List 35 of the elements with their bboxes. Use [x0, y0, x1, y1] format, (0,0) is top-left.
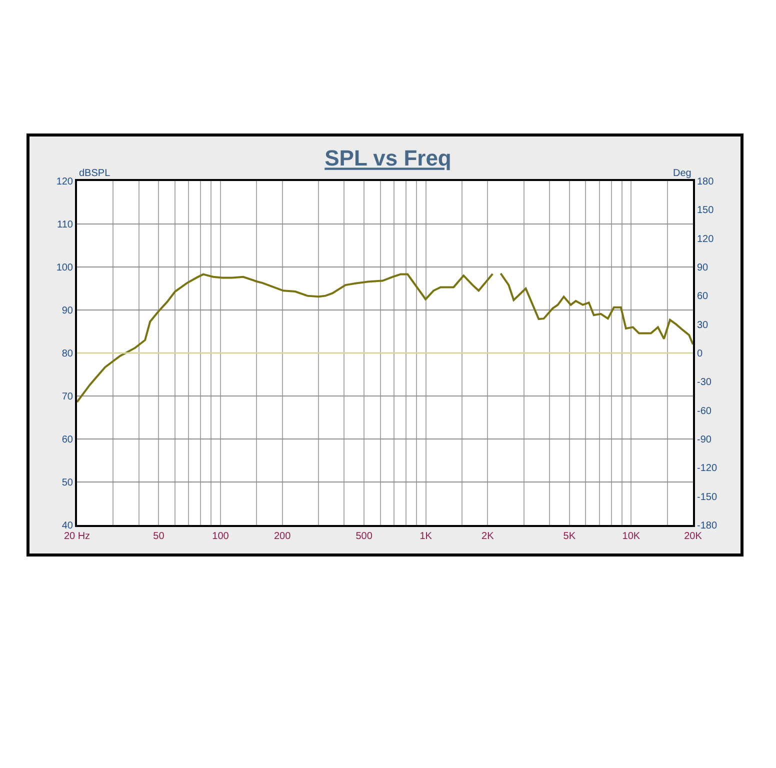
x-tick-label: 2K — [482, 531, 494, 542]
y-tick-label: 100 — [56, 262, 74, 274]
y2-tick-label: -120 — [697, 463, 718, 474]
y-tick-label: 60 — [62, 434, 74, 446]
y2-tick-label: 0 — [697, 348, 703, 360]
y-tick-label: 110 — [57, 220, 74, 230]
y-tick-label: 50 — [62, 478, 74, 488]
y2-tick-label: 180 — [697, 176, 714, 188]
y2-tick-label: 30 — [697, 320, 709, 331]
x-tick-label: 20 Hz — [64, 531, 90, 542]
y-tick-label: 70 — [62, 392, 74, 402]
y2-tick-label: -150 — [697, 492, 718, 503]
y2-tick-label: -180 — [697, 520, 718, 532]
x-tick-label: 50 — [153, 531, 165, 542]
y2-tick-label: -90 — [697, 434, 712, 446]
y-tick-label: 80 — [62, 348, 74, 360]
y2-tick-label: -30 — [697, 377, 712, 388]
x-tick-label: 20K — [684, 531, 702, 542]
y-tick-label: 90 — [62, 306, 74, 316]
y2-tick-label: 120 — [697, 234, 714, 245]
y2-axis-title: Deg — [673, 168, 692, 179]
y-tick-label: 40 — [62, 520, 74, 532]
x-tick-label: 500 — [356, 531, 373, 542]
x-tick-label: 200 — [274, 531, 292, 542]
chart-title: SPL vs Freq — [324, 146, 452, 171]
x-tick-label: 5K — [563, 531, 576, 542]
y-tick-label: 120 — [56, 176, 74, 188]
y2-tick-label: 90 — [697, 262, 709, 274]
y2-tick-label: 150 — [697, 205, 714, 216]
y2-tick-label: -60 — [697, 406, 712, 417]
y-axis-title: dBSPL — [79, 168, 111, 179]
y2-tick-label: 60 — [697, 291, 709, 302]
x-tick-label: 1K — [420, 531, 432, 542]
x-tick-label: 10K — [622, 531, 640, 542]
x-tick-label: 100 — [212, 531, 230, 542]
